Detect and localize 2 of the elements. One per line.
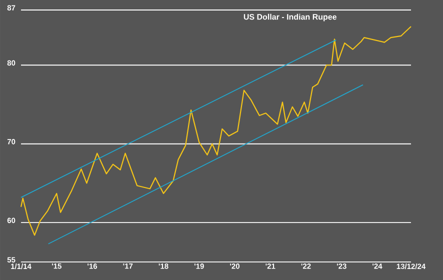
chart-title: US Dollar - Indian Rupee xyxy=(244,14,336,22)
line-series xyxy=(20,26,412,236)
